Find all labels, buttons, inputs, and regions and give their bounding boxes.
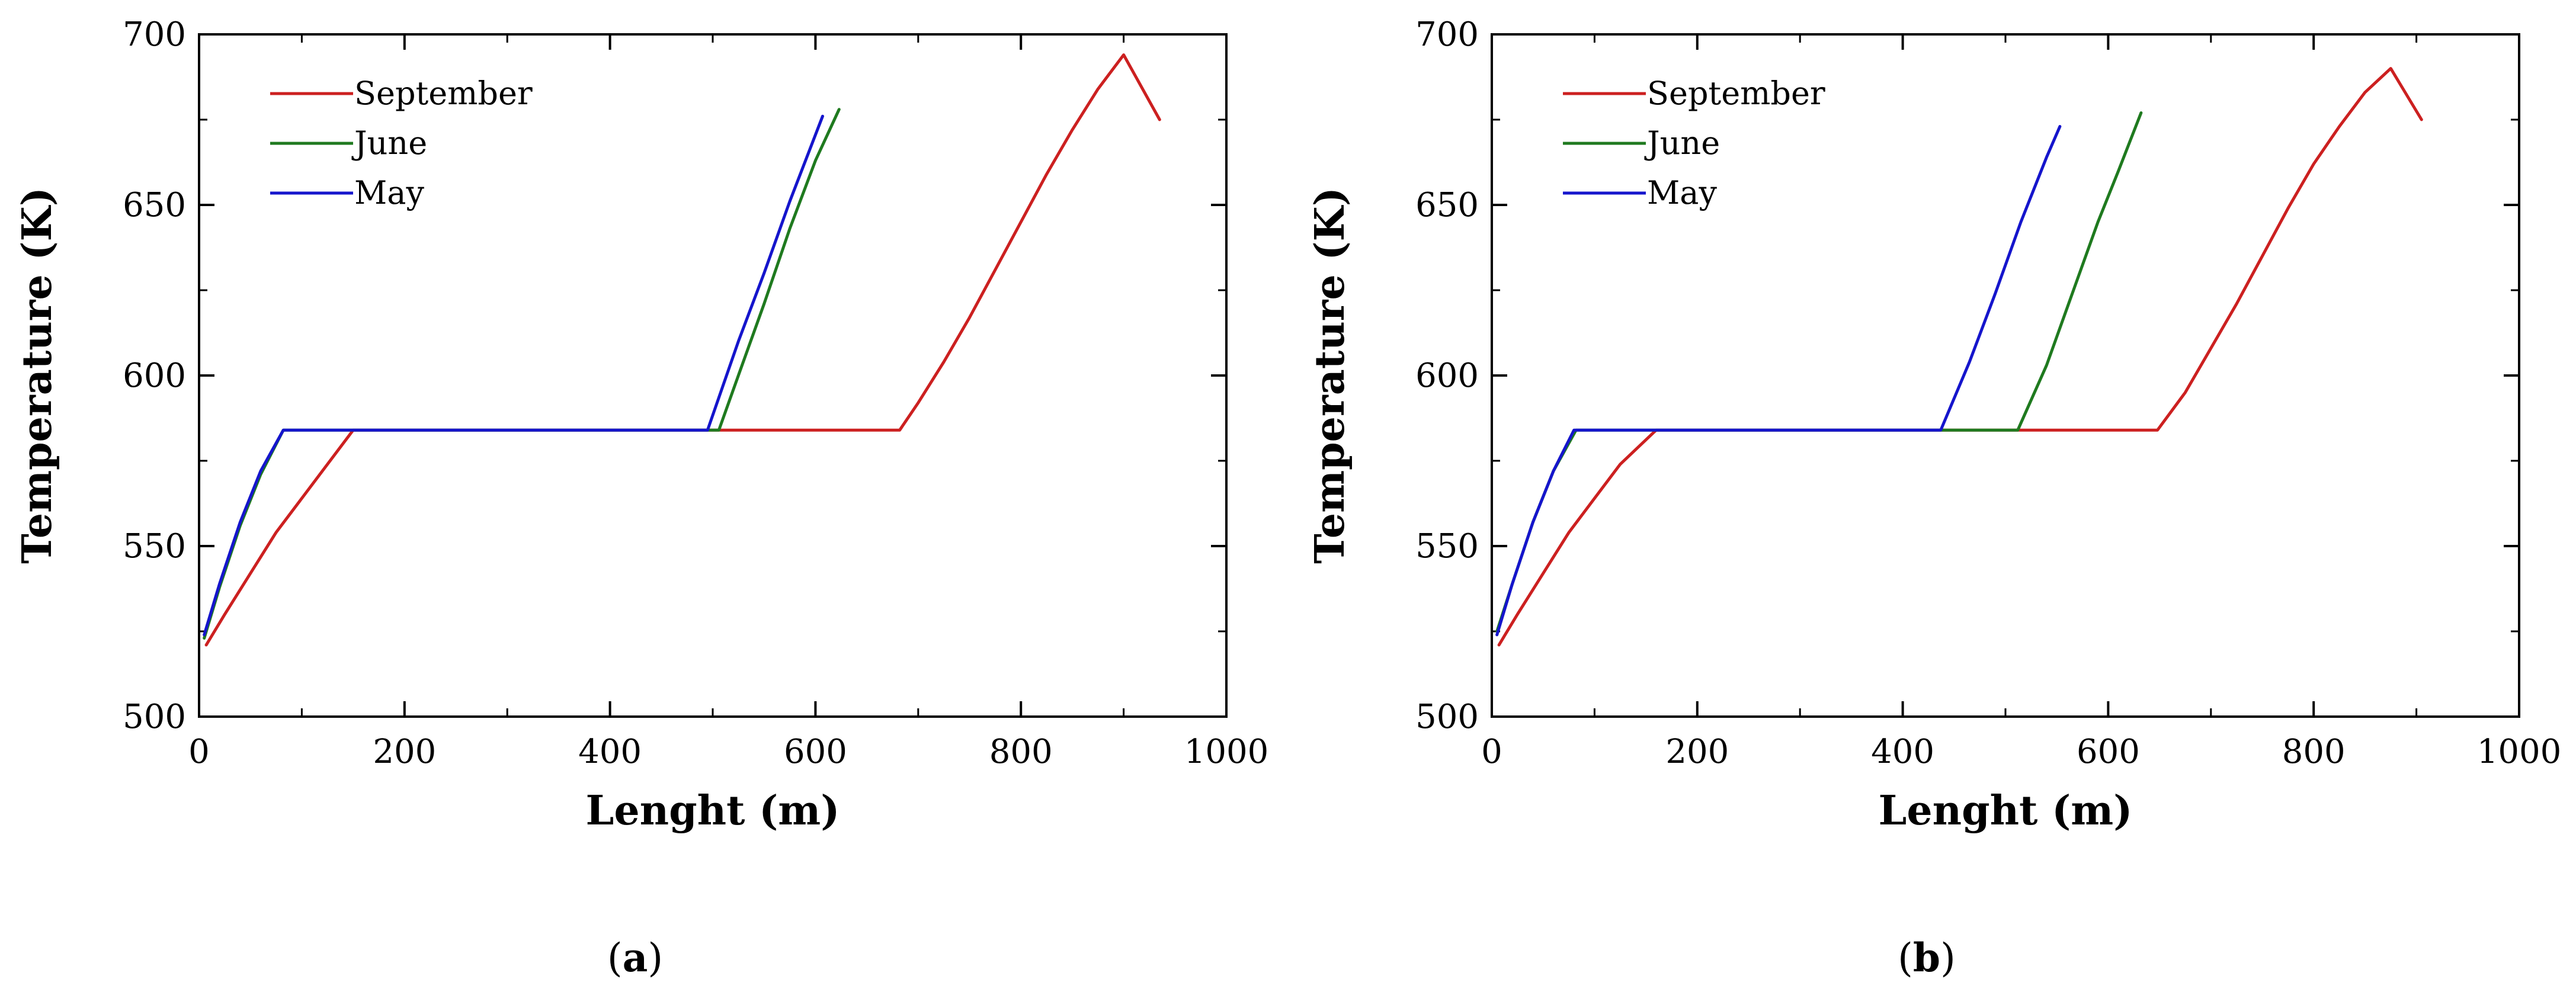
y-tick-label: 500: [1415, 698, 1479, 736]
y-tick-label: 550: [123, 527, 186, 566]
x-axis-title: Lenght (m): [1879, 787, 2133, 834]
caption-close: ): [1940, 935, 1956, 981]
x-tick-label: 400: [1871, 733, 1934, 771]
chart-panel-b: 0 200 400 600 800 1000 500 550 600 650 700 Lenght (…: [1306, 15, 2561, 981]
caption-letter: a: [623, 935, 648, 981]
y-tick-label: 600: [123, 357, 186, 395]
panel-caption: (a): [607, 935, 663, 981]
y-tick-label: 650: [123, 186, 186, 224]
y-tick-label: 500: [123, 698, 186, 736]
panel-caption: (b): [1898, 935, 1956, 981]
x-tick-label: 400: [578, 733, 642, 771]
chart-panel-a: 0 200 400 600 800 1000 500 550 600 650 700 Lenght (…: [14, 15, 1268, 981]
legend-label: June: [1644, 124, 1720, 162]
y-tick-label: 550: [1415, 527, 1479, 566]
x-tick-label: 800: [2282, 733, 2346, 771]
plot-frame: [1491, 33, 2520, 718]
y-tick-label: 600: [1415, 357, 1479, 395]
plot-frame: [198, 33, 1228, 718]
series-line-may: [203, 114, 824, 637]
x-tick-label: 600: [2077, 733, 2140, 771]
legend-label: June: [351, 124, 427, 162]
x-tick-label: 0: [1481, 733, 1502, 771]
x-tick-label: 200: [373, 733, 436, 771]
x-tick-label: 0: [188, 733, 210, 771]
legend-label: September: [1647, 75, 1825, 112]
x-tick-label: 1000: [2477, 733, 2562, 771]
series-line-september: [204, 53, 1161, 647]
y-tick-label: 700: [1415, 15, 1479, 54]
series-line-may: [1495, 125, 2062, 637]
caption-close: ): [648, 935, 663, 981]
series-line-september: [1497, 67, 2423, 647]
series-line-june: [1495, 111, 2143, 633]
caption-open: (: [607, 935, 623, 981]
caption-letter: b: [1913, 935, 1940, 981]
caption-open: (: [1898, 935, 1913, 981]
x-tick-label: 1000: [1184, 733, 1269, 771]
x-tick-label: 600: [784, 733, 847, 771]
y-tick-label: 700: [123, 15, 186, 54]
y-tick-label: 650: [1415, 186, 1479, 224]
x-tick-label: 200: [1665, 733, 1729, 771]
x-tick-label: 800: [989, 733, 1053, 771]
series-line-june: [203, 108, 841, 640]
x-axis-title: Lenght (m): [586, 787, 840, 834]
y-axis-title: Temperature (K): [1306, 187, 1354, 564]
y-axis-title: Temperature (K): [14, 187, 61, 564]
legend-label: May: [1647, 174, 1717, 211]
legend-label: September: [354, 75, 533, 112]
legend-label: May: [354, 174, 424, 211]
